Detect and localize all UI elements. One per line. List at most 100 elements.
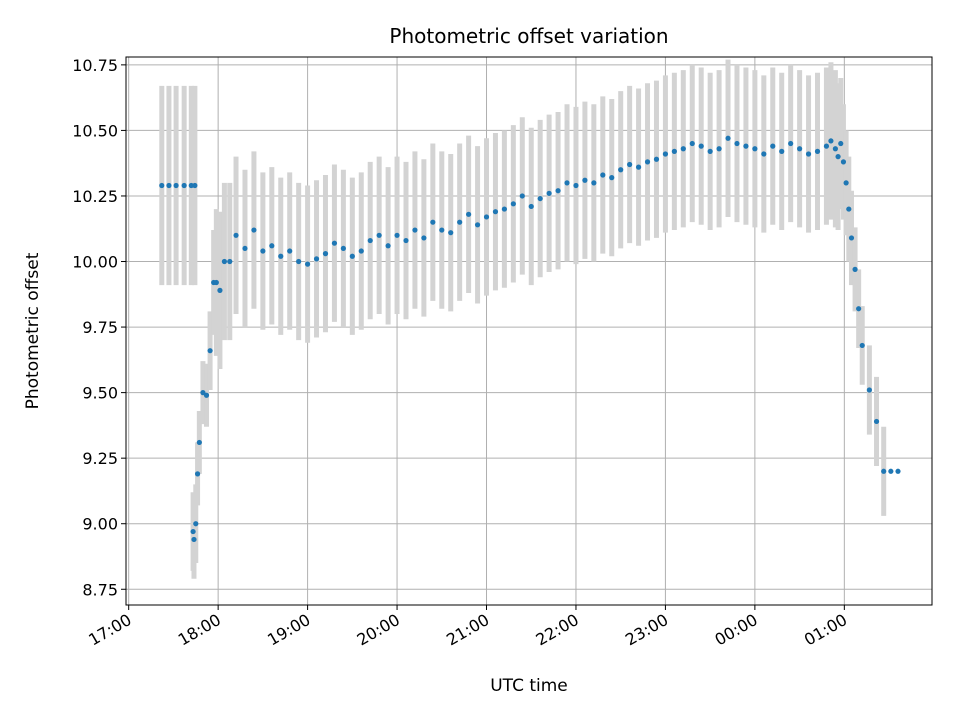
data-point: [797, 146, 803, 152]
data-point: [832, 146, 838, 152]
data-point: [166, 182, 172, 189]
data-point: [278, 253, 284, 259]
y-tick-label: 10.50: [72, 121, 118, 140]
data-point: [510, 201, 516, 207]
data-point: [287, 248, 293, 254]
data-point: [213, 279, 219, 286]
data-point: [260, 248, 266, 254]
data-point: [385, 243, 391, 249]
data-point: [843, 180, 849, 186]
data-point: [304, 261, 311, 267]
data-point: [227, 258, 233, 265]
data-point: [466, 211, 472, 217]
data-point: [233, 232, 239, 238]
data-point: [895, 468, 901, 474]
data-point: [680, 146, 686, 152]
data-point: [193, 521, 199, 527]
data-point: [848, 235, 855, 241]
data-point: [838, 140, 844, 147]
data-point: [394, 232, 400, 238]
data-point: [725, 135, 731, 141]
data-point: [501, 206, 507, 212]
y-tick-label: 10.75: [72, 56, 118, 75]
data-point: [852, 266, 858, 272]
data-point: [296, 258, 302, 265]
y-tick-label: 9.25: [82, 449, 118, 468]
data-point: [653, 156, 660, 162]
data-point: [331, 240, 338, 246]
data-point: [707, 148, 713, 154]
data-point: [403, 237, 409, 244]
data-point: [743, 143, 749, 149]
data-point: [627, 161, 633, 168]
data-point: [203, 392, 210, 398]
data-point: [546, 190, 552, 196]
data-point: [859, 342, 865, 349]
data-point: [555, 188, 561, 194]
y-axis-label: Photometric offset: [23, 252, 43, 409]
data-point: [644, 159, 651, 165]
data-point: [322, 251, 329, 257]
data-point: [188, 182, 194, 189]
data-point: [866, 387, 872, 393]
data-point: [671, 148, 677, 154]
data-point: [770, 143, 776, 149]
data-point: [698, 143, 704, 149]
data-point: [873, 418, 880, 425]
data-point: [448, 230, 454, 236]
data-point: [528, 203, 534, 210]
data-point: [159, 182, 165, 189]
data-point: [457, 219, 463, 225]
data-point: [439, 227, 445, 233]
data-point: [412, 227, 418, 233]
data-point: [835, 154, 841, 160]
x-axis-label: UTC time: [490, 676, 568, 696]
y-tick-label: 9.00: [82, 515, 118, 534]
data-point: [856, 306, 862, 312]
data-point: [376, 232, 382, 238]
y-tick-label: 8.75: [82, 580, 118, 599]
data-point: [881, 468, 887, 474]
data-point: [269, 243, 275, 249]
data-point: [779, 148, 785, 154]
data-point: [888, 468, 894, 474]
data-point: [537, 195, 543, 202]
data-point: [492, 209, 499, 215]
data-point: [200, 390, 206, 396]
data-point: [591, 180, 597, 186]
data-point: [430, 219, 436, 225]
data-point: [173, 182, 179, 189]
data-point: [191, 536, 197, 543]
y-tick-label: 9.50: [82, 384, 118, 403]
data-point: [313, 256, 320, 262]
data-point: [573, 182, 579, 189]
chart-title: Photometric offset variation: [389, 24, 668, 48]
data-point: [483, 214, 490, 220]
data-point: [662, 151, 669, 157]
data-point: [609, 175, 615, 181]
data-point: [823, 143, 830, 149]
data-point: [421, 235, 427, 241]
data-point: [196, 439, 202, 446]
data-point: [752, 146, 758, 152]
data-point: [251, 227, 257, 233]
data-point: [358, 248, 364, 254]
data-point: [840, 159, 847, 165]
data-point: [582, 177, 588, 183]
data-point: [519, 193, 525, 199]
data-point: [846, 206, 852, 212]
data-point: [192, 182, 198, 189]
data-point: [340, 245, 346, 252]
y-tick-label: 10.00: [72, 253, 118, 272]
data-point: [814, 148, 821, 154]
data-point: [600, 172, 606, 178]
data-point: [349, 253, 355, 259]
data-point: [635, 164, 642, 170]
data-point: [564, 180, 570, 186]
data-point: [689, 140, 695, 147]
y-axis: 8.75 9.00 9.25 9.50 9.75 10.00 10.25 10.50 10.75: [72, 56, 126, 599]
data-point: [190, 528, 196, 535]
y-tick-label: 9.75: [82, 318, 118, 337]
data-point: [217, 287, 223, 293]
